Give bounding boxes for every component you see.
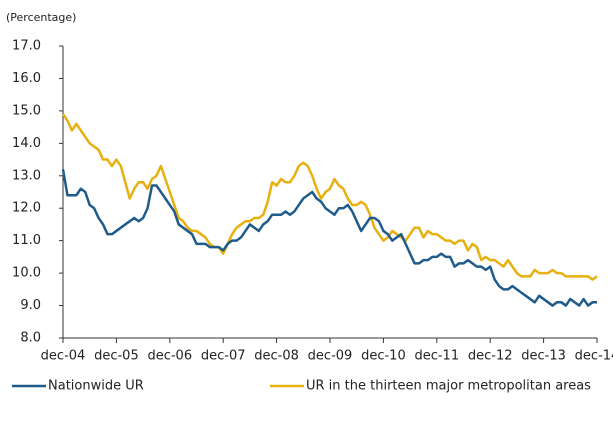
y-tick-label: 14.0 <box>12 136 41 151</box>
x-tick-label: dec-10 <box>361 349 406 364</box>
x-tick-label: dec-12 <box>468 349 513 364</box>
x-tick-label: dec-05 <box>94 349 139 364</box>
x-tick-label: dec-14 <box>575 349 613 364</box>
y-tick-label: 13.0 <box>12 168 41 183</box>
x-tick-label: dec-08 <box>254 349 299 364</box>
y-tick-label: 17.0 <box>12 39 41 54</box>
y-tick-label: 12.0 <box>12 201 41 216</box>
x-tick-label: dec-06 <box>147 349 192 364</box>
data-line <box>61 113 598 281</box>
y-tick-label: 16.0 <box>12 71 41 86</box>
y-tick-label: 9.0 <box>20 298 41 313</box>
y-tick-label: 11.0 <box>12 233 41 248</box>
legend-label: Nationwide UR <box>48 379 144 394</box>
y-tick-label: 8.0 <box>20 331 41 346</box>
legend-label: UR in the thirteen major metropolitan ar… <box>306 379 591 394</box>
y-tick-label: 15.0 <box>12 103 41 118</box>
x-tick-label: dec-04 <box>41 349 86 364</box>
data-line <box>61 169 597 307</box>
y-tick-label: 10.0 <box>12 266 41 281</box>
x-tick-label: dec-07 <box>201 349 246 364</box>
x-tick-label: dec-09 <box>308 349 353 364</box>
x-tick-label: dec-11 <box>414 349 459 364</box>
y-axis-label: (Percentage) <box>6 11 76 24</box>
x-tick-label: dec-13 <box>521 349 566 364</box>
